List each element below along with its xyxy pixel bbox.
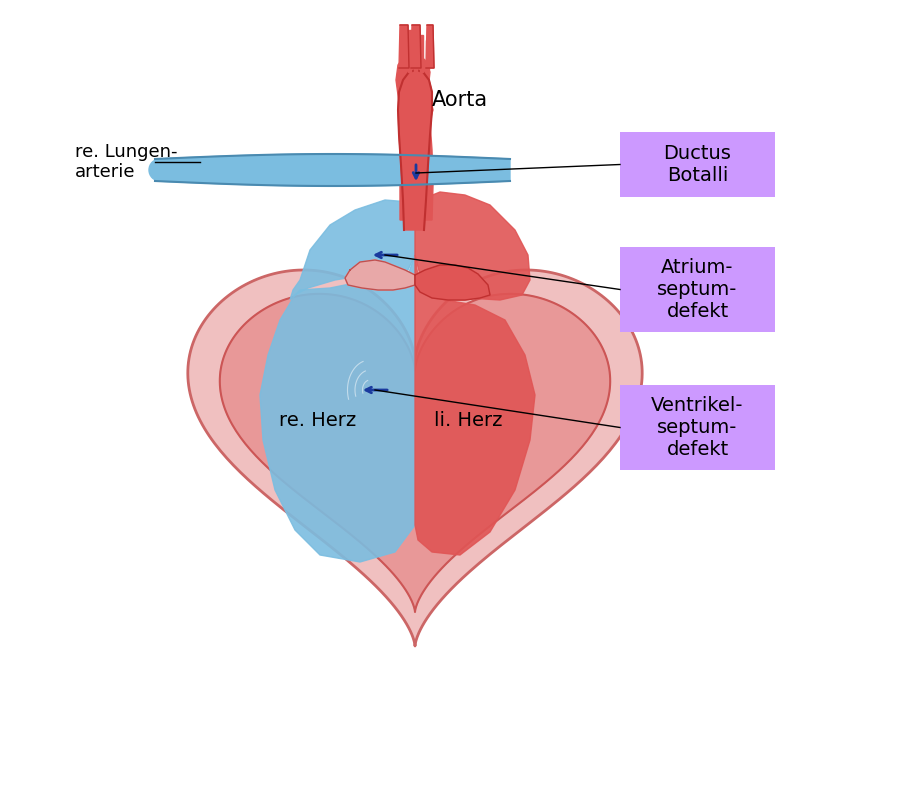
Polygon shape: [414, 30, 417, 72]
Text: li. Herz: li. Herz: [434, 411, 502, 429]
Polygon shape: [426, 40, 429, 70]
Text: Ventrikel-
septum-
defekt: Ventrikel- septum- defekt: [652, 396, 743, 459]
Polygon shape: [345, 260, 415, 290]
Polygon shape: [420, 35, 423, 72]
Polygon shape: [415, 255, 535, 555]
FancyBboxPatch shape: [620, 132, 775, 197]
Polygon shape: [415, 192, 530, 300]
Text: re. Lungen-
arterie: re. Lungen- arterie: [75, 143, 177, 181]
Polygon shape: [399, 25, 409, 68]
Polygon shape: [398, 70, 432, 230]
Text: Aorta: Aorta: [432, 90, 488, 110]
Text: re. Herz: re. Herz: [279, 411, 356, 429]
Polygon shape: [400, 90, 433, 220]
Text: Atrium-
septum-
defekt: Atrium- septum- defekt: [657, 258, 738, 321]
Text: Ductus
Botalli: Ductus Botalli: [663, 144, 732, 185]
Polygon shape: [188, 270, 643, 646]
Polygon shape: [396, 52, 433, 120]
Polygon shape: [155, 154, 510, 186]
Circle shape: [149, 159, 171, 181]
Polygon shape: [220, 294, 610, 612]
Polygon shape: [290, 200, 415, 300]
Polygon shape: [408, 30, 411, 72]
Polygon shape: [426, 25, 434, 68]
Polygon shape: [260, 255, 415, 562]
FancyBboxPatch shape: [620, 385, 775, 470]
Polygon shape: [401, 35, 404, 70]
Polygon shape: [411, 25, 421, 68]
Polygon shape: [415, 265, 490, 300]
FancyBboxPatch shape: [620, 247, 775, 332]
